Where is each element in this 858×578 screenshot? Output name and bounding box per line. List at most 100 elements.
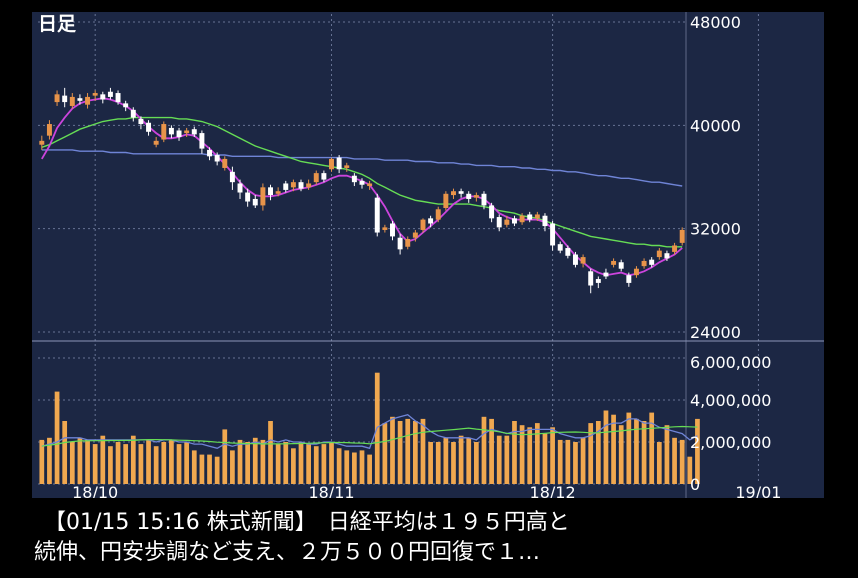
candlestick (306, 179, 312, 190)
candlestick (290, 179, 296, 192)
news-headline-line-2[interactable]: 続伸、円安歩調など支え、２万５００円回復で１… (34, 540, 541, 565)
candlestick (176, 127, 182, 141)
candlestick (588, 268, 594, 294)
candlestick (245, 188, 251, 207)
candlestick (443, 191, 449, 211)
candlestick (191, 126, 197, 137)
candlestick (146, 120, 152, 136)
candlestick (390, 220, 395, 241)
volume-bar (382, 423, 388, 484)
candlestick (519, 213, 525, 225)
volume-bar (451, 442, 456, 484)
stock-chart-panel: 48000 40000 32000 24000 6,000,000 4,000,000 2,… (32, 12, 824, 498)
volume-bar (588, 423, 594, 484)
price-tick-label: 48000 (690, 13, 741, 32)
volume-bar (77, 437, 83, 484)
candlestick (656, 248, 662, 260)
candlestick (504, 215, 510, 228)
volume-bar (595, 421, 601, 484)
volume-bar (428, 442, 433, 484)
volume-bar (489, 418, 494, 484)
volume-bar (184, 442, 190, 484)
volume-bar (672, 437, 677, 484)
volume-bar (512, 421, 517, 484)
volume-bar (420, 418, 426, 484)
volume-bar (54, 391, 60, 484)
candlestick (115, 90, 121, 105)
candlestick (527, 211, 533, 223)
volume-bar (641, 421, 647, 484)
volume-bar (138, 444, 144, 484)
volume-bar (367, 454, 372, 484)
volume-tick-label: 0 (690, 475, 700, 494)
candlestick (466, 191, 472, 203)
volume-bar (329, 442, 334, 484)
candlestick (321, 170, 327, 183)
candlestick (199, 130, 205, 154)
volume-bar (268, 421, 273, 484)
volume-bar (359, 450, 365, 484)
candlestick (641, 258, 647, 269)
candlestick (46, 120, 52, 140)
volume-bar (679, 439, 685, 484)
volume-bar (390, 416, 395, 484)
volume-bar (161, 442, 167, 484)
candlestick (550, 220, 556, 251)
candlestick (405, 236, 411, 250)
volume-bar (100, 435, 106, 484)
volume-bar (62, 421, 68, 484)
candlestick (283, 180, 289, 193)
volume-bar (275, 444, 281, 484)
candlestick (69, 93, 75, 109)
volume-bar (687, 456, 693, 484)
volume-bar (565, 439, 571, 484)
volume-bar (413, 421, 418, 484)
date-tick-label: 18/12 (530, 483, 576, 498)
volume-bar (283, 442, 289, 484)
volume-bar (176, 444, 182, 484)
news-ticker[interactable]: 【01/15 15:16 株式新聞】 日経平均は１９５円高と 続伸、円安歩調など… (0, 508, 858, 578)
price-tick-label: 40000 (690, 116, 741, 135)
candlestick (153, 136, 159, 148)
candlestick (130, 107, 136, 122)
volume-ma-line (41, 413, 698, 450)
volume-bar (458, 435, 464, 484)
candlestick (54, 90, 60, 106)
candlestick (595, 276, 601, 289)
candlestick (611, 258, 617, 268)
candlestick (329, 157, 334, 172)
candlestick (62, 87, 68, 108)
candlestick (451, 188, 456, 199)
news-headline-line-1[interactable]: 【01/15 15:16 株式新聞】 日経平均は１９５円高と (44, 510, 570, 535)
candlestick (374, 193, 380, 237)
candlesticks (39, 87, 685, 294)
ma-mid-line (41, 116, 683, 248)
candlestick (382, 224, 388, 233)
volume-bar (573, 442, 578, 484)
volume-bar (664, 425, 670, 484)
candlestick (428, 215, 434, 228)
volume-ma-long-line (41, 425, 698, 447)
candlestick (481, 191, 487, 210)
candlestick (511, 215, 517, 227)
volume-bar (230, 450, 235, 484)
volume-bar (252, 437, 258, 484)
volume-bar (199, 454, 205, 484)
volume-tick-label: 2,000,000 (690, 433, 771, 452)
volume-bar (39, 439, 45, 484)
volume-bar (298, 442, 304, 484)
volume-bar (191, 450, 197, 484)
volume-bar (519, 425, 525, 484)
volume-bar (214, 456, 220, 484)
candlestick (557, 241, 563, 254)
volume-bar (108, 446, 113, 484)
volume-bar (466, 437, 472, 484)
candlestick (618, 259, 624, 272)
volume-bar (313, 446, 319, 484)
candlestick (649, 257, 655, 268)
stock-chart-svg: 48000 40000 32000 24000 6,000,000 4,000,000 2,… (32, 12, 824, 498)
axis-tick-labels: 48000 40000 32000 24000 6,000,000 4,000,000 2,… (72, 13, 781, 498)
price-tick-label: 24000 (690, 323, 741, 342)
volume-bar (352, 452, 357, 484)
volume-bar (656, 442, 662, 484)
